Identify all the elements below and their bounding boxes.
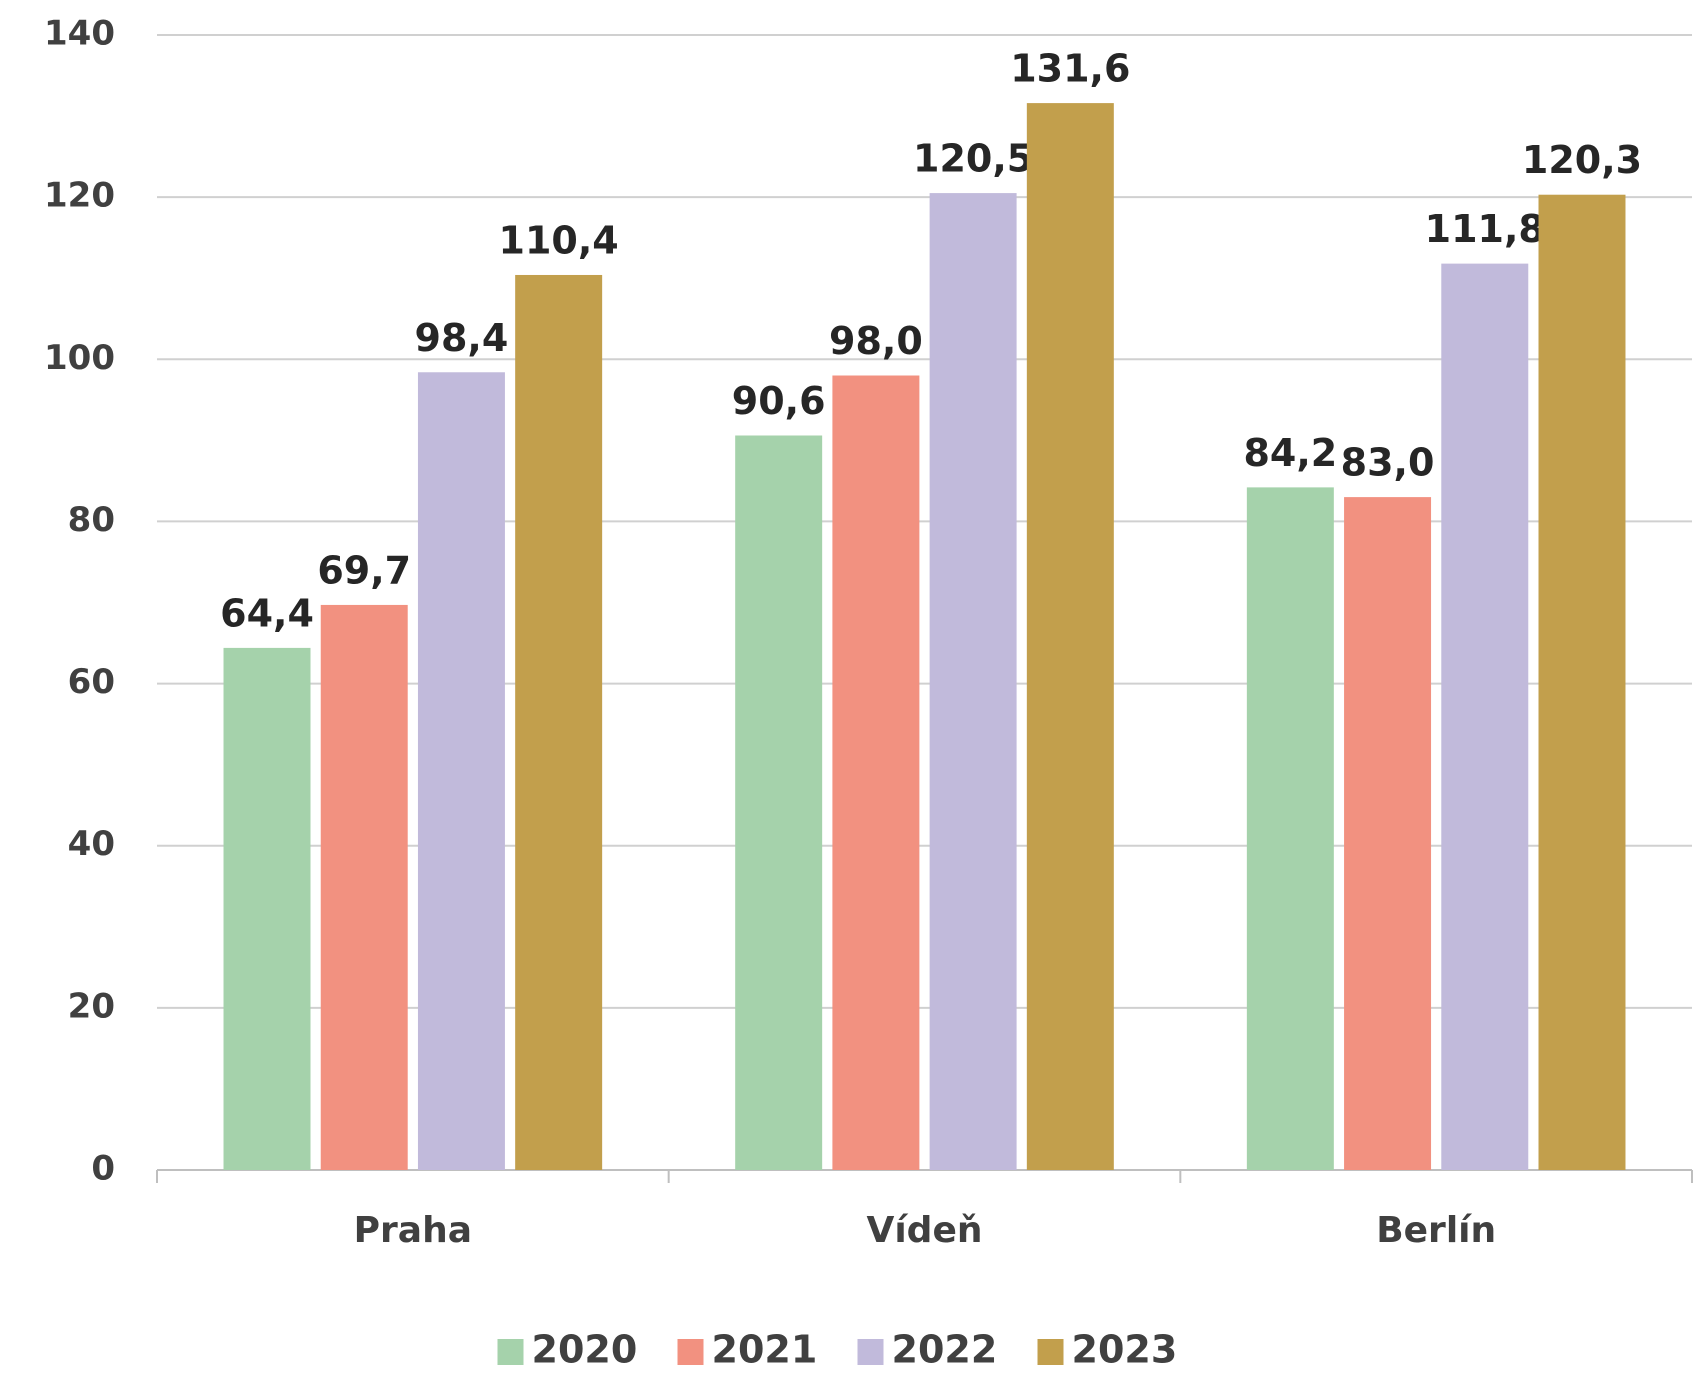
bar (1441, 263, 1529, 1170)
data-label: 84,2 (1243, 431, 1337, 475)
data-label: 131,6 (1010, 47, 1130, 91)
data-label: 110,4 (499, 218, 619, 262)
bar (1246, 487, 1334, 1171)
x-tick-label: Berlín (1376, 1210, 1496, 1251)
data-label: 120,5 (913, 137, 1033, 181)
bar (320, 604, 408, 1170)
bar (1026, 103, 1114, 1171)
y-tick-label: 140 (44, 14, 115, 54)
y-tick-label: 20 (68, 986, 115, 1026)
legend-label: 2021 (712, 1328, 818, 1372)
data-label: 120,3 (1522, 138, 1642, 182)
y-tick-label: 80 (68, 500, 115, 540)
data-label: 98,4 (415, 316, 509, 360)
data-label: 69,7 (317, 548, 411, 592)
bar (1538, 194, 1626, 1171)
data-label: 64,4 (220, 591, 314, 635)
legend-label: 2023 (1072, 1328, 1178, 1372)
bar (515, 274, 603, 1170)
y-tick-label: 120 (44, 176, 115, 216)
data-label: 83,0 (1341, 441, 1435, 485)
bar (1344, 497, 1432, 1170)
bar (223, 647, 311, 1170)
legend-swatch (497, 1339, 524, 1365)
bar (417, 372, 505, 1170)
x-tick-label: Vídeň (866, 1210, 982, 1251)
legend-swatch (857, 1339, 884, 1365)
bar (735, 435, 823, 1170)
data-label: 98,0 (829, 319, 923, 363)
legend-swatch (1037, 1339, 1064, 1365)
y-tick-label: 100 (44, 338, 115, 378)
bar (832, 375, 920, 1170)
legend-label: 2022 (892, 1328, 998, 1372)
data-label: 90,6 (732, 379, 826, 423)
bar (929, 193, 1017, 1170)
legend-swatch (677, 1339, 704, 1365)
y-tick-label: 60 (68, 662, 115, 702)
legend-label: 2020 (532, 1328, 638, 1372)
y-tick-label: 0 (91, 1149, 115, 1189)
data-label: 111,8 (1425, 207, 1545, 251)
x-tick-label: Praha (354, 1210, 472, 1251)
y-tick-label: 40 (68, 824, 115, 864)
